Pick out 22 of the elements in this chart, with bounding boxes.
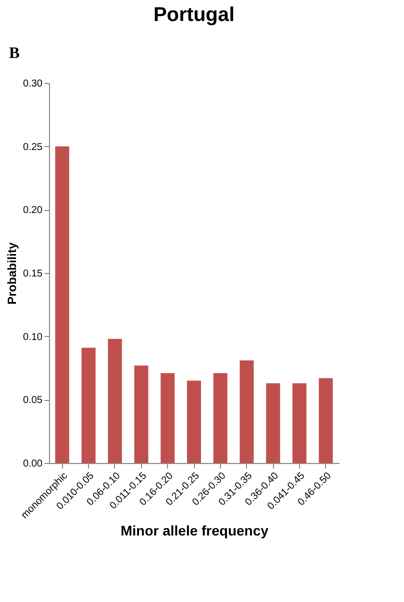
text: B [9, 45, 20, 62]
y-axis-title: Probability [5, 242, 20, 305]
y-tick-label: 0.10 [23, 332, 43, 343]
y-tick-label: 0.15 [23, 268, 43, 280]
y-tick-label: 0.25 [23, 142, 43, 153]
bar [213, 373, 228, 463]
bar [318, 378, 333, 463]
x-axis-title: Minor allele frequency [120, 522, 269, 538]
bar [108, 338, 122, 463]
chart-title: Portugal [153, 4, 235, 26]
y-tick-label: 0.20 [23, 205, 43, 216]
bar [55, 146, 70, 463]
bar [187, 380, 201, 463]
y-tick-label: 0.00 [23, 458, 43, 470]
bar [240, 360, 254, 463]
y-tick-label: 0.30 [23, 78, 43, 90]
bar [82, 348, 96, 463]
y-tick-label: 0.05 [23, 395, 43, 406]
bar [160, 373, 175, 463]
bar [292, 383, 306, 463]
bar [266, 383, 280, 463]
bar [134, 365, 148, 463]
